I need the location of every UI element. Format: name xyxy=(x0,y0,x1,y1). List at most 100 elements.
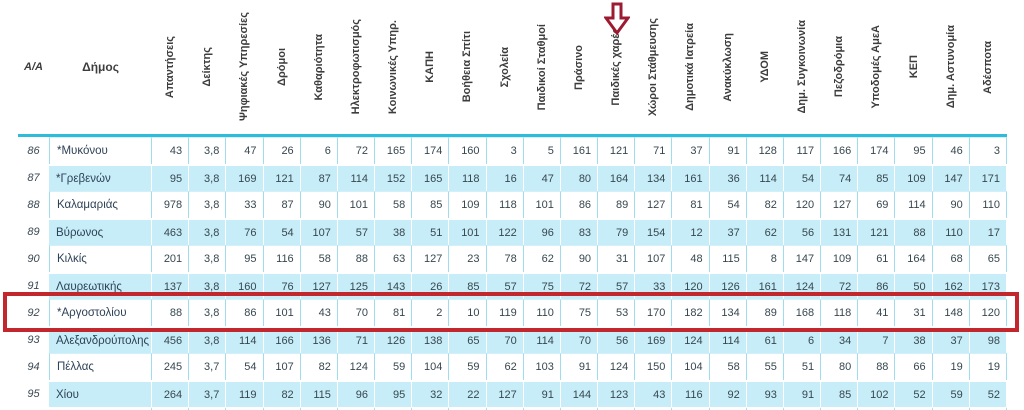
value-cell: 109 xyxy=(895,164,933,191)
value-cell: 134 xyxy=(635,164,673,191)
value-cell: 86 xyxy=(560,191,599,218)
column-header-label: Πεζοδρόμια xyxy=(833,36,846,98)
value-cell: 54 xyxy=(709,191,747,218)
value-cell xyxy=(969,407,1007,410)
value-cell: 80 xyxy=(821,353,859,380)
row-number: 90 xyxy=(18,245,49,272)
value-cell: 68 xyxy=(932,245,970,272)
value-cell: 110 xyxy=(932,218,970,245)
value-cell: 116 xyxy=(672,380,710,407)
municipality-name: Αλεξανδρούπολης xyxy=(49,326,152,353)
column-header-label: Χώροι Στάθμευσης xyxy=(647,17,660,117)
value-cell: 41 xyxy=(858,299,896,326)
value-cell: 69 xyxy=(858,191,896,218)
value-cell: 91 xyxy=(709,137,747,164)
row-number: 86 xyxy=(18,137,49,164)
table-row: 88 Καλαμαριάς 978 3,8 33 87 90 101 58 85 109 118 101… xyxy=(18,191,1007,218)
column-header-label: Παιδικοί Σταθμοί xyxy=(535,23,548,111)
down-arrow-icon xyxy=(603,2,631,36)
value-cell: 88 xyxy=(152,299,190,326)
value-cell: 107 xyxy=(635,245,673,272)
value-cell: 51 xyxy=(412,218,450,245)
value-cell: 3,7 xyxy=(189,380,227,407)
value-cell: 51 xyxy=(783,353,822,380)
value-cell: 52 xyxy=(969,380,1007,407)
value-cell: 86 xyxy=(858,272,896,299)
column-header-label: Πράσινο xyxy=(572,44,585,90)
value-cell xyxy=(189,407,227,410)
value-cell: 86 xyxy=(226,299,264,326)
value-cell: 136 xyxy=(300,326,338,353)
value-cell: 126 xyxy=(709,272,747,299)
column-header-aa-label: Α/Α xyxy=(24,61,43,73)
column-header-label: Αδέσποτα xyxy=(981,40,994,94)
value-cell: 165 xyxy=(412,164,450,191)
value-cell: 43 xyxy=(635,380,673,407)
value-cell: 3 xyxy=(486,137,524,164)
value-cell: 75 xyxy=(523,272,561,299)
table-row-highlighted: 92 *Αργοστολίου 88 3,8 86 101 43 70 81 2 10 119 110 7… xyxy=(18,299,1007,326)
value-cell: 104 xyxy=(672,353,710,380)
value-cell: 61 xyxy=(746,326,784,353)
value-cell: 19 xyxy=(932,353,970,380)
value-cell: 37 xyxy=(709,218,747,245)
value-cell: 114 xyxy=(226,326,264,353)
value-cell: 82 xyxy=(746,191,784,218)
value-cell: 90 xyxy=(300,191,338,218)
column-header: Βοήθεια Σπίτι xyxy=(449,0,486,134)
value-cell: 95 xyxy=(152,164,190,191)
value-cell: 54 xyxy=(263,218,301,245)
value-cell: 55 xyxy=(746,353,784,380)
value-cell: 33 xyxy=(226,191,264,218)
value-cell: 264 xyxy=(152,380,190,407)
value-cell xyxy=(49,407,152,410)
value-cell: 162 xyxy=(932,272,970,299)
value-cell: 118 xyxy=(821,299,859,326)
value-cell: 127 xyxy=(412,245,450,272)
municipality-name: Λαυρεωτικής xyxy=(49,272,152,299)
value-cell xyxy=(895,407,933,410)
value-cell: 174 xyxy=(858,137,896,164)
value-cell: 456 xyxy=(152,326,190,353)
value-cell: 121 xyxy=(858,218,896,245)
value-cell: 169 xyxy=(226,164,264,191)
value-cell: 58 xyxy=(709,353,747,380)
value-cell: 137 xyxy=(152,272,190,299)
value-cell: 114 xyxy=(709,326,747,353)
column-header-label: Δημ. Αστυνομία xyxy=(944,25,957,109)
column-header: Δρόμοι xyxy=(264,0,301,134)
value-cell: 170 xyxy=(635,299,673,326)
table-row: 87 *Γρεβενών 95 3,8 169 121 87 114 152 165 118 16 47… xyxy=(18,164,1007,191)
value-cell: 107 xyxy=(263,353,301,380)
value-cell: 5 xyxy=(523,137,561,164)
value-cell: 19 xyxy=(969,353,1007,380)
value-cell xyxy=(300,407,338,410)
value-cell: 6 xyxy=(300,137,338,164)
value-cell: 89 xyxy=(598,191,636,218)
value-cell xyxy=(226,407,264,410)
column-header-label: Ψηφιακές Υπηρεσίες xyxy=(238,12,251,122)
table-row: 94 Πέλλας 245 3,7 54 107 82 124 59 104 59 62 103 91 12… xyxy=(18,353,1007,380)
municipality-name: *Γρεβενών xyxy=(49,164,152,191)
column-header: Ψηφιακές Υπηρεσίες xyxy=(226,0,263,134)
table: Α/Α Δήμος Απαντήσεις Δείκτης Ψηφιακές Υπηρ… xyxy=(18,0,1007,410)
value-cell: 126 xyxy=(375,326,413,353)
value-cell xyxy=(858,407,896,410)
value-cell: 91 xyxy=(523,380,561,407)
column-header-label: Ανακύκλωση xyxy=(721,32,734,102)
value-cell: 2 xyxy=(412,299,450,326)
value-cell: 87 xyxy=(300,164,338,191)
value-cell: 119 xyxy=(486,299,524,326)
row-number: 94 xyxy=(18,353,49,380)
value-cell xyxy=(18,407,49,410)
municipality-name: *Αργοστολίου xyxy=(49,299,152,326)
value-cell: 93 xyxy=(746,380,784,407)
value-cell: 59 xyxy=(932,380,970,407)
row-number: 87 xyxy=(18,164,49,191)
column-header: ΥΔΟΜ xyxy=(747,0,784,134)
column-header: ΚΑΠΗ xyxy=(412,0,449,134)
value-cell: 89 xyxy=(746,299,784,326)
column-header-label: Δημοτικά Ιατρεία xyxy=(684,23,697,111)
value-cell: 71 xyxy=(337,326,376,353)
value-cell: 81 xyxy=(672,191,710,218)
